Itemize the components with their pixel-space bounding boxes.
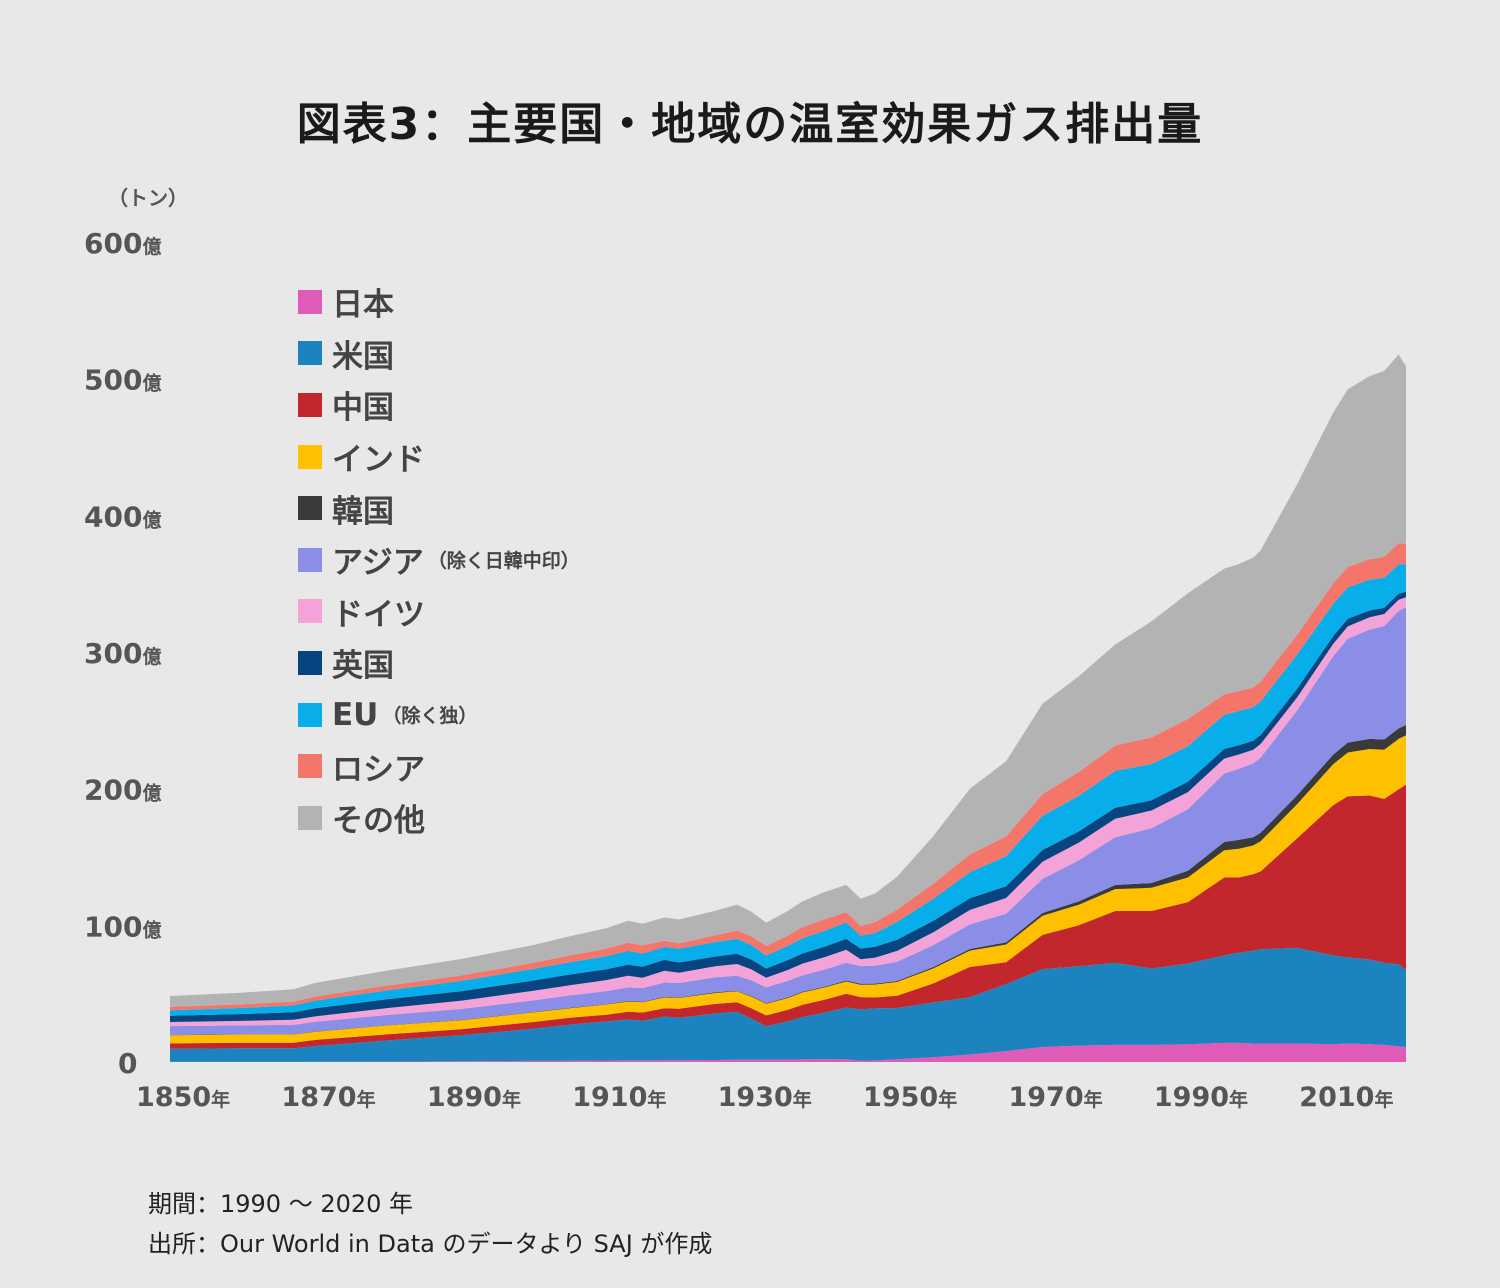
legend-label: インド bbox=[332, 442, 425, 479]
footer-source: 出所：Our World in Data のデータより SAJ が作成 bbox=[148, 1230, 713, 1258]
x-tick-label: 1870年 bbox=[281, 1082, 375, 1113]
area-series bbox=[170, 354, 1406, 1007]
x-tick-label: 1990年 bbox=[1154, 1082, 1248, 1113]
legend-swatch bbox=[298, 341, 322, 366]
area-layers bbox=[170, 354, 1406, 1062]
legend-label: EU bbox=[332, 696, 379, 733]
y-tick-label: 100億 bbox=[84, 910, 161, 943]
legend-swatch bbox=[298, 496, 322, 521]
y-axis-ticks: 0 100億 200億 300億 400億 500億 600億 bbox=[84, 227, 161, 1080]
x-tick-label: 1970年 bbox=[1008, 1082, 1102, 1113]
x-axis-ticks: 1850年 1870年 1890年 1910年 1930年 1950年 1970年 1990年… bbox=[136, 1082, 1393, 1113]
x-tick-label: 1910年 bbox=[572, 1082, 666, 1113]
legend-item: 中国 bbox=[298, 379, 580, 431]
legend-label: その他 bbox=[332, 803, 425, 840]
area-series bbox=[170, 1042, 1406, 1062]
legend-label: 中国 bbox=[332, 390, 394, 427]
legend-label: アジア bbox=[332, 545, 424, 582]
legend: 日本 米国 中国 インド 韓国 アジア （除く日韓中印） ドイツ 英国 EU （除く独） ロシア その他 bbox=[298, 276, 580, 844]
x-tick-label: 2010年 bbox=[1299, 1082, 1393, 1113]
legend-label: 米国 bbox=[332, 338, 394, 375]
x-tick-label: 1890年 bbox=[427, 1082, 521, 1113]
y-tick-label: 400億 bbox=[84, 500, 161, 533]
legend-item: アジア （除く日韓中印） bbox=[298, 534, 580, 586]
legend-label: 英国 bbox=[332, 648, 394, 685]
chart-title: 図表3：主要国・地域の温室効果ガス排出量 bbox=[296, 99, 1204, 150]
legend-swatch bbox=[298, 444, 322, 469]
legend-swatch bbox=[298, 289, 322, 314]
legend-label: 韓国 bbox=[332, 493, 394, 530]
legend-swatch bbox=[298, 599, 322, 624]
legend-item: その他 bbox=[298, 792, 580, 844]
legend-swatch bbox=[298, 650, 322, 675]
legend-swatch bbox=[298, 805, 322, 830]
legend-swatch bbox=[298, 702, 322, 727]
legend-label: ドイツ bbox=[332, 596, 425, 633]
y-unit-label: （トン） bbox=[108, 186, 188, 210]
legend-note: （除く独） bbox=[382, 705, 478, 728]
legend-swatch bbox=[298, 392, 322, 417]
legend-note: （除く日韓中印） bbox=[427, 550, 580, 573]
legend-item: 英国 bbox=[298, 637, 580, 689]
x-tick-label: 1930年 bbox=[718, 1082, 812, 1113]
legend-item: ドイツ bbox=[298, 586, 580, 638]
legend-item: EU （除く独） bbox=[298, 689, 580, 741]
y-tick-label: 500億 bbox=[84, 364, 161, 397]
legend-label: ロシア bbox=[332, 751, 425, 788]
y-tick-label: 300億 bbox=[84, 637, 161, 670]
legend-item: インド bbox=[298, 431, 580, 483]
footer-period: 期間：1990 〜 2020 年 bbox=[148, 1190, 414, 1218]
legend-item: 韓国 bbox=[298, 482, 580, 534]
area-series bbox=[170, 564, 1406, 1016]
legend-item: 日本 bbox=[298, 276, 580, 328]
area-series bbox=[170, 784, 1406, 1049]
legend-swatch bbox=[298, 754, 322, 779]
area-series bbox=[170, 597, 1406, 1027]
legend-item: 米国 bbox=[298, 328, 580, 380]
y-tick-label: 200億 bbox=[84, 774, 161, 807]
y-tick-label: 0 bbox=[118, 1047, 137, 1080]
legend-swatch bbox=[298, 547, 322, 572]
area-series bbox=[170, 947, 1406, 1062]
x-tick-label: 1950年 bbox=[863, 1082, 957, 1113]
x-tick-label: 1850年 bbox=[136, 1082, 230, 1113]
y-tick-label: 600億 bbox=[84, 227, 161, 260]
legend-item: ロシア bbox=[298, 740, 580, 792]
area-series bbox=[170, 735, 1406, 1044]
footer: 期間：1990 〜 2020 年 出所：Our World in Data のデ… bbox=[148, 1184, 712, 1264]
legend-label: 日本 bbox=[332, 287, 394, 324]
